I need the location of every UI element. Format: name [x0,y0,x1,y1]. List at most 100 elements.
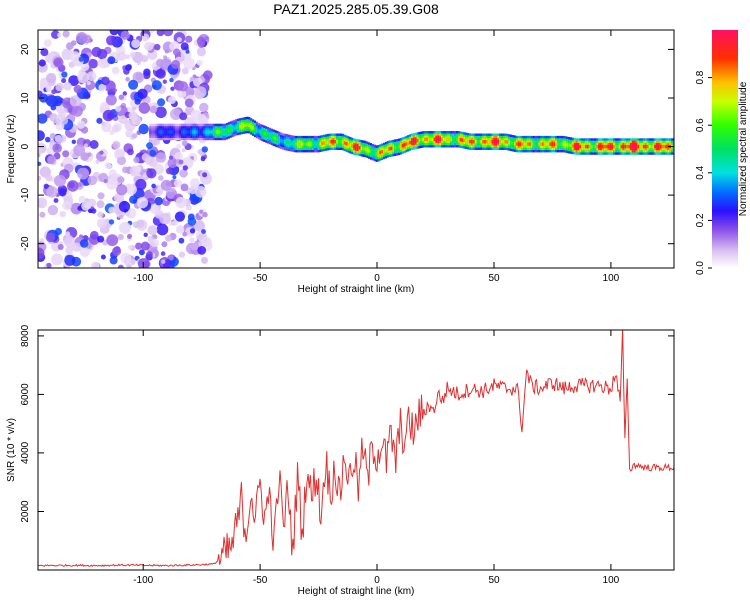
noise-blob [115,149,125,158]
noise-blob [137,88,148,100]
noise-blob [154,196,163,206]
ridge-cell [171,130,174,134]
ridge-cell [375,152,378,156]
ridge-cell [633,144,636,149]
noise-blob [162,79,167,84]
ridge-cell [313,142,316,146]
ridge-cell [280,139,283,143]
ridge-cell [470,140,473,144]
ridge-cell [152,130,155,134]
noise-blob [64,254,76,266]
noise-blob [143,232,148,237]
noise-blob [144,156,154,165]
noise-blob [118,200,131,213]
noise-blob [149,240,155,246]
noise-blob [125,77,130,82]
noise-blob [65,246,74,255]
noise-blob [131,39,141,49]
noise-blob [38,161,42,166]
noise-blob [120,252,132,264]
ridge-cell [571,144,574,148]
noise-blob [108,164,113,169]
noise-blob [136,196,149,209]
noise-blob [46,186,58,198]
ridge-cell [583,144,586,149]
noise-blob [151,183,156,189]
ridge-cell [491,140,494,144]
noise-blob [81,62,90,71]
ridge-cell [175,130,178,134]
ridge-cell [547,142,550,146]
noise-blob [182,231,188,237]
ridge-cell [528,142,531,146]
noise-blob [174,152,184,161]
ridge-cell [179,130,182,134]
noise-blob [45,85,52,92]
ridge-cell [167,130,170,134]
ridge-cell [353,145,356,149]
noise-blob [149,105,158,114]
colorbar-tick-label: 0.6 [695,118,706,132]
ridge-cell [323,141,326,145]
ridge-cell [207,130,210,134]
ridge-cell [600,144,603,149]
noise-blob [159,212,171,225]
noise-blob [52,143,62,153]
ridge-cell [540,142,543,146]
noise-blob [57,185,68,195]
ridge-cell [422,137,425,142]
noise-blob [98,83,107,92]
noise-blob [119,214,124,219]
ridge-cell [306,142,309,146]
ridge-cell [635,144,638,149]
ridge-cell [629,144,632,149]
ridge-cell [366,148,369,152]
ridge-cell [648,144,651,149]
ridge-cell [300,142,303,146]
ridge-cell [371,150,374,154]
ridge-cell [508,140,511,145]
noise-blob [47,204,59,216]
noise-blob [132,71,145,84]
noise-blob [103,179,108,184]
noise-blob [62,30,70,38]
noise-blob [149,30,155,33]
spectrogram-ytick-label: 0 [20,143,31,149]
ridge-cell [220,130,223,134]
ridge-cell [369,149,372,153]
ridge-cell [581,144,584,149]
noise-blob [178,159,184,165]
ridge-cell [594,144,597,149]
noise-blob [70,202,83,215]
ridge-cell [166,130,169,134]
noise-blob [156,30,165,37]
ridge-cell [586,144,589,149]
ridge-cell [457,137,460,141]
noise-blob [38,113,48,124]
noise-blob [78,195,86,203]
ridge-cell [289,141,292,145]
noise-blob [108,219,115,225]
ridge-cell [184,130,187,134]
noise-blob [38,59,46,67]
noise-blob [179,112,188,121]
ridge-cell [399,144,402,149]
ridge-cell [615,144,618,149]
ridge-cell [368,148,371,153]
ridge-cell [253,127,256,131]
ridge-cell [149,130,152,134]
ridge-cell [379,150,382,155]
ridge-cell [435,137,438,141]
ridge-cell [242,124,245,128]
ridge-cell [418,138,421,142]
ridge-cell [628,144,631,149]
ridge-cell [407,141,410,145]
noise-blob [172,220,179,226]
noise-blob [117,234,124,241]
spectrogram-ytick-label: 10 [20,92,31,104]
ridge-cell [216,130,219,134]
noise-blob [57,244,64,250]
ridge-cell [225,129,228,133]
ridge-cell [420,138,423,142]
ridge-cell [285,140,288,145]
